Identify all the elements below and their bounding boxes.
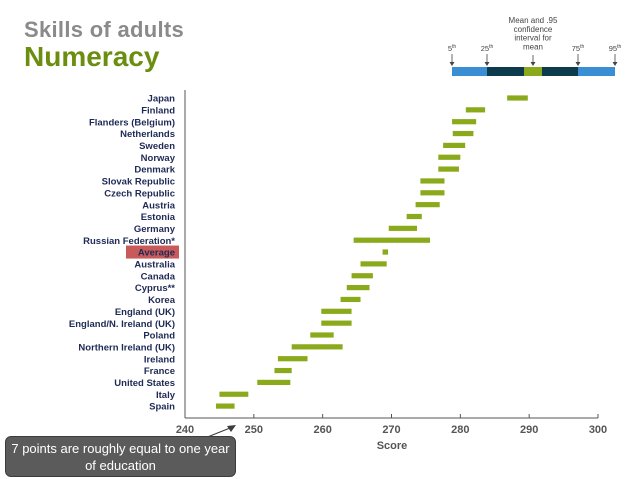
x-axis-title: Score (377, 440, 408, 452)
legend-pointer-arrow (530, 62, 536, 66)
legend-percentile-label: 95th (609, 44, 622, 53)
legend-percentile-label: 25th (481, 44, 494, 53)
average-highlight (126, 245, 179, 259)
category-label: Canada (141, 271, 176, 282)
range-bar (388, 225, 417, 231)
x-tick-label: 250 (245, 424, 263, 436)
category-label: Korea (148, 295, 176, 306)
legend-bar-inner (542, 67, 578, 76)
category-label: Average (138, 248, 175, 259)
range-bar (360, 261, 387, 267)
category-label: Norway (141, 153, 176, 164)
category-label: United States (114, 378, 175, 389)
range-bar (420, 190, 445, 196)
legend-bar-outer (452, 67, 487, 76)
range-bar (340, 296, 361, 303)
range-bars (215, 95, 528, 409)
range-bar (438, 154, 461, 160)
category-label: England/N. Ireland (UK) (69, 319, 175, 330)
range-bar (219, 391, 249, 397)
category-label: Spain (149, 402, 175, 413)
legend-percentile-label: 75th (572, 44, 585, 53)
legend-bar-inner (487, 67, 524, 76)
range-bar (277, 356, 308, 362)
range-bar (443, 142, 466, 148)
category-label: Germany (134, 224, 176, 235)
callout-arrowhead (227, 425, 236, 432)
range-bar (507, 95, 528, 101)
category-label: Sweden (139, 141, 175, 152)
legend: Mean and .95 confidence interval for mean5t… (448, 16, 622, 76)
range-bar (257, 379, 291, 385)
category-label: Estonia (141, 212, 176, 223)
range-bar (215, 403, 235, 409)
category-label: Flanders (Belgium) (89, 117, 175, 128)
range-bar (420, 178, 445, 184)
legend-pointer-arrow (612, 62, 618, 66)
legend-bar-mean (524, 67, 542, 76)
legend-percentile-suffix: th (617, 44, 621, 50)
legend-percentile-suffix: th (580, 44, 584, 50)
chart-subtitle: Numeracy (24, 41, 160, 72)
range-bar (382, 249, 389, 255)
x-tick-label: 240 (176, 424, 194, 436)
x-tick-label: 300 (589, 424, 607, 436)
legend-pointer-arrow (575, 62, 581, 66)
category-label: Japan (148, 94, 176, 105)
legend-caption: Mean and .95 confidence interval for mean (509, 16, 558, 51)
range-bar (452, 119, 477, 125)
category-label: Finland (141, 105, 175, 116)
category-label: England (UK) (115, 307, 175, 318)
range-bar (406, 213, 422, 220)
legend-percentile-label: 5th (448, 44, 457, 53)
legend-caption-line: Mean and .95 (509, 16, 558, 25)
category-label: Northern Ireland (UK) (78, 342, 175, 353)
x-tick-label: 280 (451, 424, 469, 436)
category-label: Russian Federation* (83, 236, 175, 247)
legend-percentile-number: 95 (609, 44, 617, 53)
category-label: Denmark (134, 165, 175, 176)
legend-percentile-number: 25 (481, 44, 489, 53)
x-tick-label: 270 (382, 424, 400, 436)
range-bar (465, 107, 486, 113)
legend-caption-line: confidence (514, 25, 553, 34)
range-bar (291, 344, 343, 350)
category-label: France (144, 366, 175, 377)
legend-pointer-arrow (484, 62, 490, 66)
range-bar (415, 202, 440, 208)
category-label: Poland (143, 331, 175, 342)
category-label: Slovak Republic (102, 177, 175, 188)
legend-caption-line: mean (523, 42, 543, 51)
x-tick-label: 290 (520, 424, 538, 436)
legend-percentile-number: 5 (448, 44, 452, 53)
range-bar (274, 367, 292, 374)
range-bar (310, 332, 334, 338)
legend-percentile-suffix: th (489, 44, 493, 50)
chart-title: Skills of adults (24, 17, 185, 42)
category-label: Czech Republic (104, 188, 175, 199)
axes: 240 250 260 270 280 290 300 Score (176, 90, 607, 452)
range-bar (321, 320, 352, 326)
category-label: Australia (134, 260, 175, 271)
range-bar (353, 237, 431, 243)
legend-percentile-suffix: th (452, 44, 456, 50)
category-label: Italy (156, 390, 176, 401)
category-label: Cyprus** (135, 283, 175, 294)
legend-percentile-number: 75 (572, 44, 580, 53)
category-label: Netherlands (120, 129, 175, 140)
legend-caption-line: interval for (514, 34, 552, 43)
legend-pointer-arrow (449, 62, 455, 66)
range-bar (351, 273, 373, 279)
range-bar (438, 166, 459, 172)
x-tick-label: 260 (313, 424, 331, 436)
range-bar (346, 285, 370, 291)
range-bar (452, 130, 474, 137)
legend-bar-outer (578, 67, 615, 76)
category-label: Austria (142, 200, 175, 211)
category-label: Ireland (144, 354, 175, 365)
callout-note: 7 points are roughly equal to one year o… (5, 436, 236, 477)
range-bar (321, 308, 352, 314)
